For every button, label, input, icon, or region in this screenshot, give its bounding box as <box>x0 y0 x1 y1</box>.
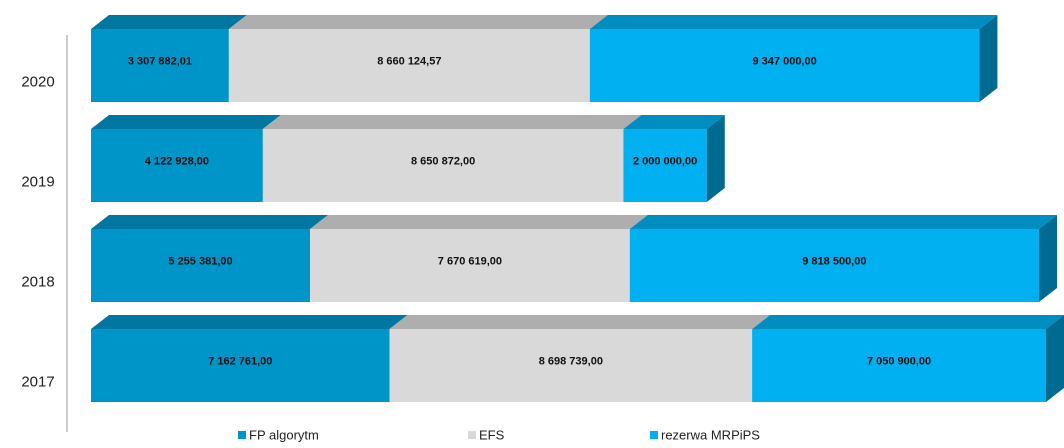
bar-side <box>706 115 725 202</box>
bar-top <box>91 115 281 129</box>
bar-top <box>228 15 608 29</box>
legend-swatch <box>650 431 658 439</box>
bar-segment <box>389 329 753 402</box>
bar-segment <box>228 29 590 102</box>
legend-swatch <box>238 431 246 439</box>
value-label: 7 670 619,00 <box>438 255 502 267</box>
bar-segment <box>91 329 390 402</box>
bar-segment <box>752 329 1046 402</box>
legend-swatch <box>468 431 476 439</box>
value-label: 9 347 000,00 <box>753 55 817 67</box>
bar-segment <box>623 129 707 202</box>
bar-segment <box>589 29 980 102</box>
bar-side <box>1046 315 1064 402</box>
bar-segment <box>91 29 229 102</box>
category-label: 2019 <box>21 173 54 190</box>
value-label: 7 162 761,00 <box>208 355 272 367</box>
bar-segment <box>629 229 1040 302</box>
bar-top <box>752 315 1064 329</box>
bar-top <box>91 315 408 329</box>
bar-segment <box>262 129 624 202</box>
value-label: 9 818 500,00 <box>802 255 866 267</box>
category-label: 2020 <box>21 73 54 90</box>
bar-top <box>310 215 648 229</box>
value-label: 8 660 124,57 <box>377 55 441 67</box>
legend-label: FP algorytm <box>249 427 319 442</box>
value-label: 7 050 900,00 <box>867 355 931 367</box>
bar-top <box>91 215 329 229</box>
value-label: 8 650 872,00 <box>411 155 475 167</box>
value-label: 2 000 000,00 <box>633 155 697 167</box>
bar-top <box>629 215 1058 229</box>
category-label: 2017 <box>21 373 54 390</box>
bar-top <box>91 15 247 29</box>
value-label: 8 698 739,00 <box>539 355 603 367</box>
bar-top <box>623 115 725 129</box>
bar-side <box>979 15 998 102</box>
value-label: 4 122 928,00 <box>145 155 209 167</box>
bar-segment <box>310 229 630 302</box>
bar-segment <box>91 129 263 202</box>
bar-top <box>262 115 642 129</box>
value-label: 5 255 381,00 <box>168 255 232 267</box>
category-label: 2018 <box>21 273 54 290</box>
bar-side <box>1039 215 1058 302</box>
bar-segment <box>91 229 311 302</box>
value-label: 3 307 882,01 <box>128 55 192 67</box>
bar-top <box>589 15 998 29</box>
bar-top <box>389 315 771 329</box>
legend-label: EFS <box>479 427 505 442</box>
legend-label: rezerwa MRPiPS <box>661 427 760 442</box>
